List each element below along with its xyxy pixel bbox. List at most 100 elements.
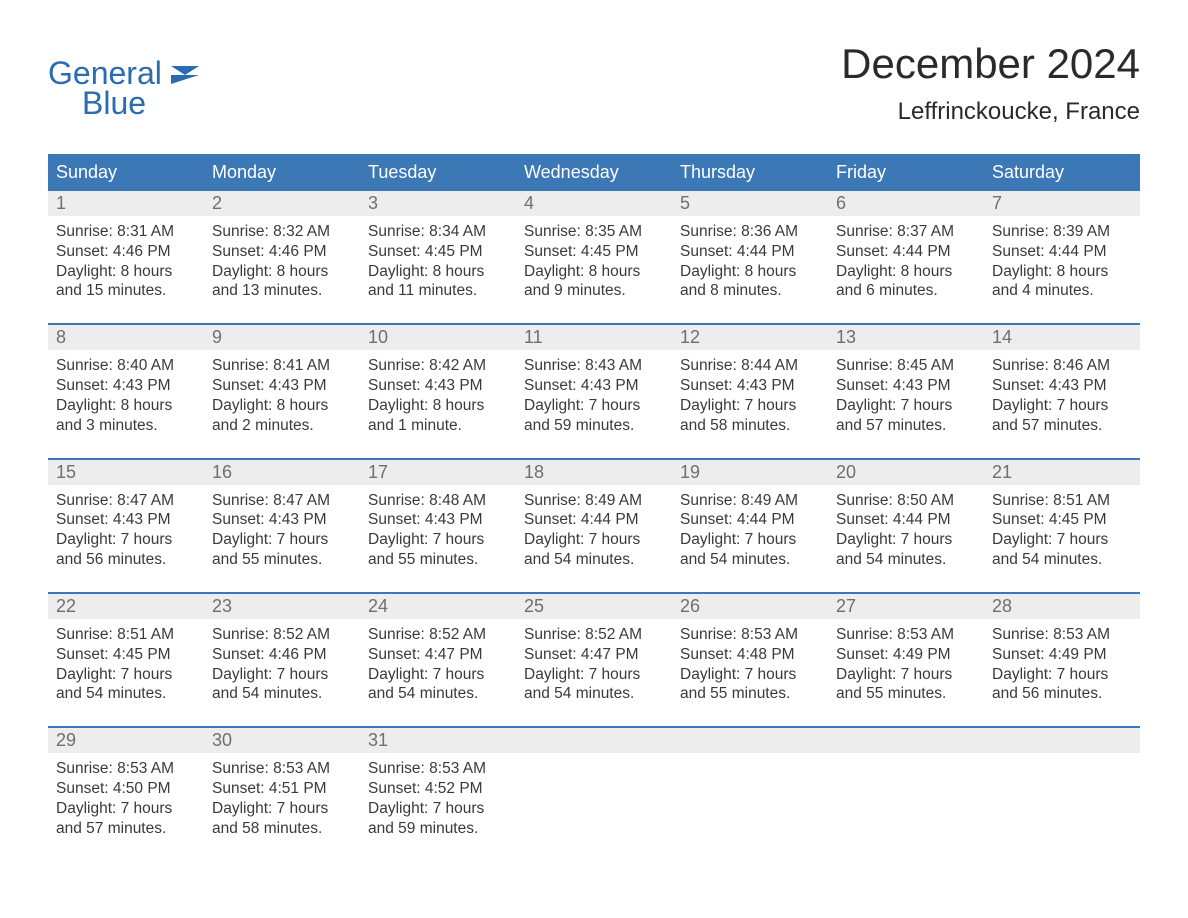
calendar-cell: 28Sunrise: 8:53 AMSunset: 4:49 PMDayligh… — [984, 594, 1140, 704]
detail-line: Daylight: 7 hours — [212, 665, 352, 685]
day-details: Sunrise: 8:51 AMSunset: 4:45 PMDaylight:… — [48, 619, 204, 704]
calendar-cell: 6Sunrise: 8:37 AMSunset: 4:44 PMDaylight… — [828, 191, 984, 301]
calendar-cell: 17Sunrise: 8:48 AMSunset: 4:43 PMDayligh… — [360, 460, 516, 570]
day-number: 27 — [828, 594, 984, 619]
detail-line: Daylight: 8 hours — [368, 262, 508, 282]
detail-line: and 6 minutes. — [836, 281, 976, 301]
day-details: Sunrise: 8:37 AMSunset: 4:44 PMDaylight:… — [828, 216, 984, 301]
detail-line: Daylight: 7 hours — [56, 530, 196, 550]
day-details: Sunrise: 8:40 AMSunset: 4:43 PMDaylight:… — [48, 350, 204, 435]
day-details: Sunrise: 8:44 AMSunset: 4:43 PMDaylight:… — [672, 350, 828, 435]
detail-line: Daylight: 7 hours — [368, 530, 508, 550]
calendar-cell: 21Sunrise: 8:51 AMSunset: 4:45 PMDayligh… — [984, 460, 1140, 570]
detail-line: Sunset: 4:43 PM — [368, 376, 508, 396]
detail-line: and 54 minutes. — [524, 550, 664, 570]
calendar-cell: 31Sunrise: 8:53 AMSunset: 4:52 PMDayligh… — [360, 728, 516, 838]
day-number: 11 — [516, 325, 672, 350]
calendar-cell — [984, 728, 1140, 838]
day-number: 7 — [984, 191, 1140, 216]
day-details: Sunrise: 8:52 AMSunset: 4:46 PMDaylight:… — [204, 619, 360, 704]
day-number: 29 — [48, 728, 204, 753]
detail-line: and 54 minutes. — [56, 684, 196, 704]
detail-line: and 58 minutes. — [680, 416, 820, 436]
detail-line: Sunset: 4:43 PM — [56, 376, 196, 396]
day-details: Sunrise: 8:52 AMSunset: 4:47 PMDaylight:… — [360, 619, 516, 704]
col-monday: Monday — [204, 154, 360, 191]
calendar-cell: 25Sunrise: 8:52 AMSunset: 4:47 PMDayligh… — [516, 594, 672, 704]
detail-line: Sunset: 4:48 PM — [680, 645, 820, 665]
brand-logo: General Blue — [48, 58, 199, 119]
flag-icon — [171, 58, 199, 88]
detail-line: Daylight: 7 hours — [836, 665, 976, 685]
day-details: Sunrise: 8:31 AMSunset: 4:46 PMDaylight:… — [48, 216, 204, 301]
col-saturday: Saturday — [984, 154, 1140, 191]
day-details: Sunrise: 8:48 AMSunset: 4:43 PMDaylight:… — [360, 485, 516, 570]
detail-line: Daylight: 8 hours — [212, 262, 352, 282]
day-details: Sunrise: 8:36 AMSunset: 4:44 PMDaylight:… — [672, 216, 828, 301]
calendar-cell: 23Sunrise: 8:52 AMSunset: 4:46 PMDayligh… — [204, 594, 360, 704]
detail-line: Sunset: 4:49 PM — [836, 645, 976, 665]
day-number: 5 — [672, 191, 828, 216]
day-details: Sunrise: 8:35 AMSunset: 4:45 PMDaylight:… — [516, 216, 672, 301]
detail-line: and 55 minutes. — [836, 684, 976, 704]
day-details: Sunrise: 8:53 AMSunset: 4:49 PMDaylight:… — [984, 619, 1140, 704]
day-number-empty — [828, 728, 984, 753]
detail-line: Sunrise: 8:47 AM — [212, 491, 352, 511]
detail-line: and 3 minutes. — [56, 416, 196, 436]
day-number: 4 — [516, 191, 672, 216]
detail-line: Sunset: 4:45 PM — [56, 645, 196, 665]
detail-line: Sunset: 4:51 PM — [212, 779, 352, 799]
day-number: 12 — [672, 325, 828, 350]
day-details: Sunrise: 8:49 AMSunset: 4:44 PMDaylight:… — [516, 485, 672, 570]
detail-line: Sunrise: 8:52 AM — [524, 625, 664, 645]
day-number: 30 — [204, 728, 360, 753]
calendar-cell: 3Sunrise: 8:34 AMSunset: 4:45 PMDaylight… — [360, 191, 516, 301]
calendar-cell: 29Sunrise: 8:53 AMSunset: 4:50 PMDayligh… — [48, 728, 204, 838]
day-number: 31 — [360, 728, 516, 753]
day-details: Sunrise: 8:47 AMSunset: 4:43 PMDaylight:… — [48, 485, 204, 570]
detail-line: Sunset: 4:45 PM — [992, 510, 1132, 530]
calendar-cell: 9Sunrise: 8:41 AMSunset: 4:43 PMDaylight… — [204, 325, 360, 435]
detail-line: Sunrise: 8:52 AM — [212, 625, 352, 645]
detail-line: Sunset: 4:46 PM — [212, 645, 352, 665]
day-details: Sunrise: 8:39 AMSunset: 4:44 PMDaylight:… — [984, 216, 1140, 301]
detail-line: Sunset: 4:44 PM — [680, 242, 820, 262]
detail-line: and 56 minutes. — [992, 684, 1132, 704]
detail-line: Sunrise: 8:49 AM — [680, 491, 820, 511]
detail-line: Daylight: 7 hours — [56, 665, 196, 685]
detail-line: Sunset: 4:43 PM — [992, 376, 1132, 396]
detail-line: and 55 minutes. — [368, 550, 508, 570]
detail-line: Sunset: 4:43 PM — [212, 510, 352, 530]
detail-line: and 54 minutes. — [524, 684, 664, 704]
detail-line: Sunrise: 8:31 AM — [56, 222, 196, 242]
detail-line: and 56 minutes. — [56, 550, 196, 570]
day-number: 9 — [204, 325, 360, 350]
detail-line: Daylight: 7 hours — [992, 665, 1132, 685]
detail-line: Sunrise: 8:51 AM — [992, 491, 1132, 511]
day-number: 25 — [516, 594, 672, 619]
detail-line: and 57 minutes. — [992, 416, 1132, 436]
calendar-week: 22Sunrise: 8:51 AMSunset: 4:45 PMDayligh… — [48, 592, 1140, 704]
detail-line: and 54 minutes. — [992, 550, 1132, 570]
day-details: Sunrise: 8:51 AMSunset: 4:45 PMDaylight:… — [984, 485, 1140, 570]
day-details: Sunrise: 8:34 AMSunset: 4:45 PMDaylight:… — [360, 216, 516, 301]
detail-line: Daylight: 8 hours — [836, 262, 976, 282]
day-details: Sunrise: 8:45 AMSunset: 4:43 PMDaylight:… — [828, 350, 984, 435]
detail-line: Sunset: 4:46 PM — [56, 242, 196, 262]
detail-line: Sunrise: 8:40 AM — [56, 356, 196, 376]
detail-line: and 57 minutes. — [56, 819, 196, 839]
calendar-cell: 22Sunrise: 8:51 AMSunset: 4:45 PMDayligh… — [48, 594, 204, 704]
day-details: Sunrise: 8:50 AMSunset: 4:44 PMDaylight:… — [828, 485, 984, 570]
calendar-cell: 16Sunrise: 8:47 AMSunset: 4:43 PMDayligh… — [204, 460, 360, 570]
detail-line: Sunset: 4:47 PM — [368, 645, 508, 665]
detail-line: Sunset: 4:43 PM — [836, 376, 976, 396]
detail-line: Sunset: 4:49 PM — [992, 645, 1132, 665]
day-number: 19 — [672, 460, 828, 485]
day-details: Sunrise: 8:53 AMSunset: 4:49 PMDaylight:… — [828, 619, 984, 704]
detail-line: Sunset: 4:43 PM — [524, 376, 664, 396]
detail-line: and 55 minutes. — [680, 684, 820, 704]
calendar-cell — [828, 728, 984, 838]
detail-line: and 58 minutes. — [212, 819, 352, 839]
calendar-cell: 2Sunrise: 8:32 AMSunset: 4:46 PMDaylight… — [204, 191, 360, 301]
calendar-cell: 12Sunrise: 8:44 AMSunset: 4:43 PMDayligh… — [672, 325, 828, 435]
